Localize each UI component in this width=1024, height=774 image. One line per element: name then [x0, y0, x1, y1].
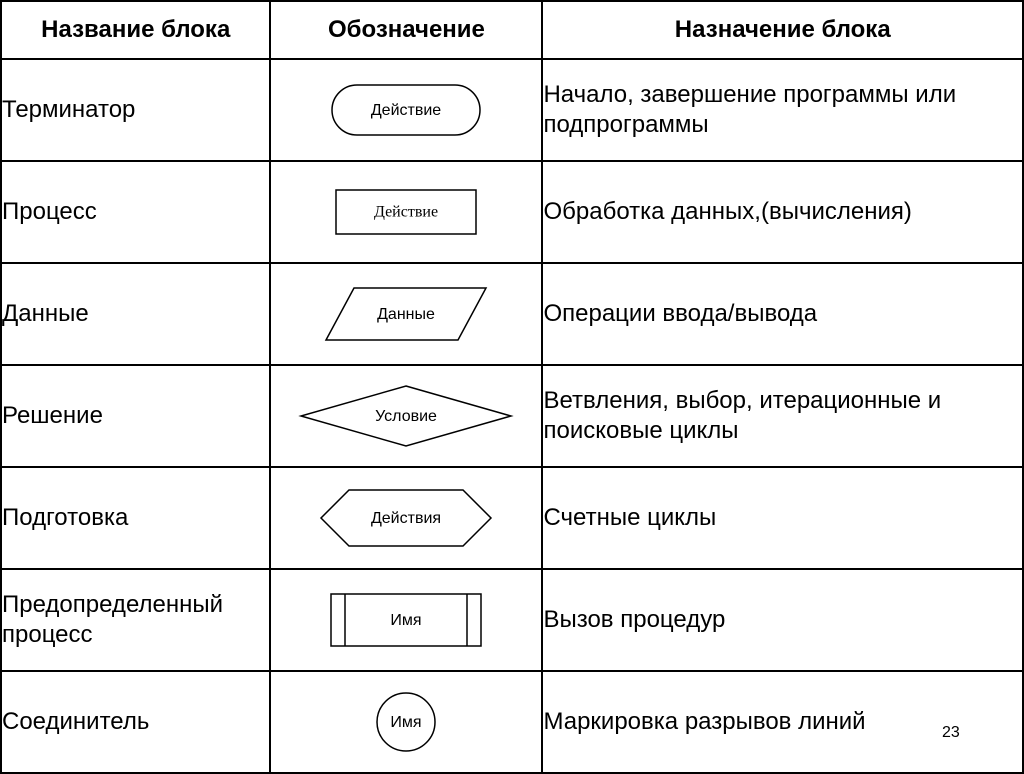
- svg-text:Условие: Условие: [376, 408, 438, 425]
- terminator-symbol-icon: Действие: [271, 60, 541, 160]
- decision-symbol-icon: Условие: [271, 366, 541, 466]
- connector-symbol-icon: Имя: [271, 672, 541, 772]
- header-purpose: Назначение блока: [542, 1, 1023, 59]
- table-header-row: Название блока Обозначение Назначение бл…: [1, 1, 1023, 59]
- table-row: Решение Условие Ветвления, выбор, итераци…: [1, 365, 1023, 467]
- block-purpose-cell: Начало, завершение программы или подпрог…: [542, 59, 1023, 161]
- svg-text:Действия: Действия: [371, 510, 441, 527]
- block-name-cell: Предопределенный процесс: [1, 569, 270, 671]
- block-symbol-cell: Имя: [270, 671, 542, 773]
- table-row: Процесс Действие Обработка данных,(вычисл…: [1, 161, 1023, 263]
- process-symbol-icon: Действие: [271, 162, 541, 262]
- block-purpose-cell: Счетные циклы: [542, 467, 1023, 569]
- table-row: Предопределенный процесс Имя Вызов процед…: [1, 569, 1023, 671]
- block-name-cell: Процесс: [1, 161, 270, 263]
- block-symbol-cell: Действие: [270, 161, 542, 263]
- block-purpose-cell: Операции ввода/вывода: [542, 263, 1023, 365]
- predefined-symbol-icon: Имя: [271, 570, 541, 670]
- block-name-cell: Данные: [1, 263, 270, 365]
- header-name: Название блока: [1, 1, 270, 59]
- block-symbol-cell: Имя: [270, 569, 542, 671]
- table-row: Подготовка Действия Счетные циклы: [1, 467, 1023, 569]
- svg-text:Данные: Данные: [378, 306, 436, 323]
- header-symbol: Обозначение: [270, 1, 542, 59]
- block-symbol-cell: Условие: [270, 365, 542, 467]
- table-row: Соединитель Имя Маркировка разрывов линий: [1, 671, 1023, 773]
- table-row: Терминатор Действие Начало, завершение пр…: [1, 59, 1023, 161]
- block-name-cell: Соединитель: [1, 671, 270, 773]
- svg-text:Имя: Имя: [391, 714, 422, 731]
- flowchart-symbols-table: Название блока Обозначение Назначение бл…: [0, 0, 1024, 774]
- block-purpose-cell: Вызов процедур: [542, 569, 1023, 671]
- block-purpose-cell: Маркировка разрывов линий: [542, 671, 1023, 773]
- block-name-cell: Подготовка: [1, 467, 270, 569]
- table-row: Данные Данные Операции ввода/вывода: [1, 263, 1023, 365]
- block-purpose-cell: Обработка данных,(вычисления): [542, 161, 1023, 263]
- data-symbol-icon: Данные: [271, 264, 541, 364]
- block-purpose-cell: Ветвления, выбор, итерационные и поисков…: [542, 365, 1023, 467]
- svg-text:Имя: Имя: [391, 612, 422, 629]
- preparation-symbol-icon: Действия: [271, 468, 541, 568]
- block-symbol-cell: Действие: [270, 59, 542, 161]
- svg-text:Действие: Действие: [371, 102, 441, 119]
- block-name-cell: Терминатор: [1, 59, 270, 161]
- block-name-cell: Решение: [1, 365, 270, 467]
- block-symbol-cell: Действия: [270, 467, 542, 569]
- page-number: 23: [942, 724, 960, 742]
- block-symbol-cell: Данные: [270, 263, 542, 365]
- svg-text:Действие: Действие: [374, 204, 438, 221]
